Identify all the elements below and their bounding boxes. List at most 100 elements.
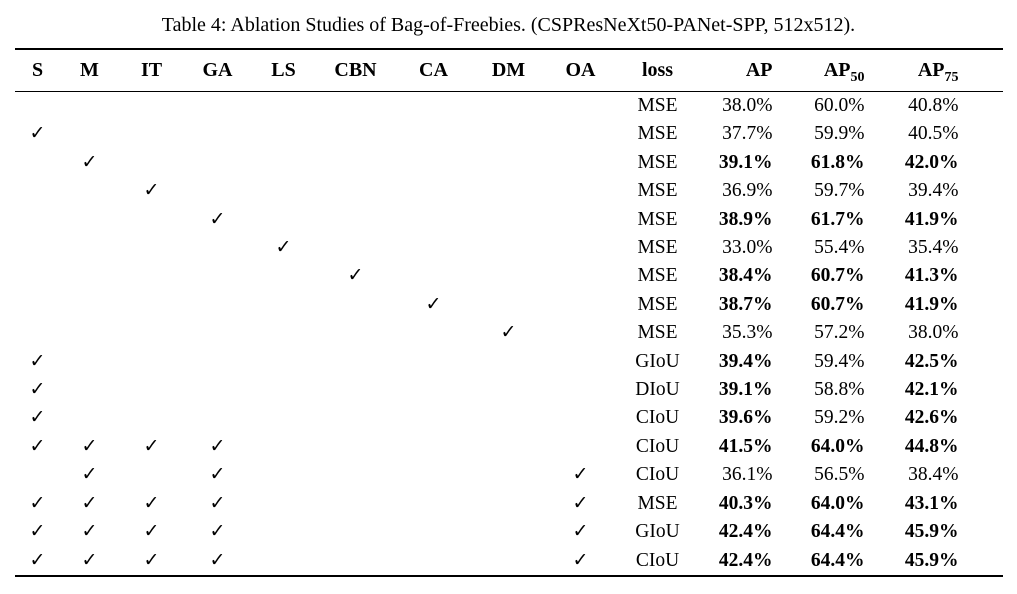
check-cell-ga — [185, 234, 251, 262]
check-icon: ✓ — [209, 208, 226, 230]
check-cell-dm — [473, 348, 545, 376]
check-cell-ca — [395, 433, 473, 461]
check-cell-ga — [185, 262, 251, 290]
table-row: ✓ MSE 38.9% 61.7% 41.9% — [15, 206, 1003, 234]
loss-cell: MSE — [637, 265, 678, 287]
check-cell-s — [15, 92, 61, 121]
table-row: ✓ ✓ ✓ ✓ CIoU 41.5% 64.0% 44.8% — [15, 433, 1003, 461]
ap-cell: 40.3% — [718, 492, 773, 514]
table-row: MSE 38.0% 60.0% 40.8% — [15, 92, 1003, 121]
check-cell-ga: ✓ — [185, 490, 251, 518]
check-cell-cbn — [317, 234, 395, 262]
header-row: S M IT GA LS CBN CA DM OA loss AP AP50 A… — [14, 49, 1003, 92]
check-cell-m — [61, 120, 119, 148]
table-row: ✓ MSE 38.4% 60.7% 41.3% — [15, 262, 1003, 290]
check-icon: ✓ — [425, 293, 442, 315]
check-cell-cbn — [317, 518, 395, 546]
check-cell-dm — [473, 234, 545, 262]
ap-cell: 39.4% — [718, 350, 773, 372]
col-header-ga: GA — [184, 49, 251, 92]
check-icon: ✓ — [572, 549, 589, 571]
check-cell-m — [61, 376, 119, 404]
check-cell-ls — [251, 518, 317, 546]
col-header-ls: LS — [250, 49, 317, 92]
check-cell-ls — [251, 319, 317, 347]
check-cell-cbn — [317, 319, 395, 347]
check-cell-ga — [185, 92, 251, 121]
check-cell-cbn — [317, 291, 395, 319]
check-cell-s — [15, 149, 61, 177]
check-cell-s: ✓ — [15, 433, 61, 461]
ap50-cell: 64.4% — [810, 521, 865, 543]
check-cell-cbn — [317, 206, 395, 234]
check-cell-m — [61, 319, 119, 347]
check-cell-it — [119, 291, 185, 319]
ap50-cell: 60.0% — [814, 95, 865, 116]
check-cell-ga — [185, 376, 251, 404]
check-cell-ls — [251, 177, 317, 205]
ap50-cell: 60.7% — [810, 265, 865, 287]
check-cell-s: ✓ — [15, 348, 61, 376]
loss-cell: MSE — [637, 151, 678, 173]
check-cell-oa — [545, 120, 617, 148]
ap50-cell: 59.4% — [814, 350, 865, 372]
ap-cell: 38.4% — [718, 265, 773, 287]
check-cell-cbn — [317, 461, 395, 489]
table-row: ✓ ✓ ✓ ✓ ✓ MSE 40.3% 64.0% 43.1% — [15, 490, 1003, 518]
ap75-cell: 38.0% — [908, 322, 959, 344]
check-cell-m — [61, 404, 119, 432]
check-cell-ca — [395, 234, 473, 262]
ap75-cell: 45.9% — [904, 549, 959, 571]
check-cell-m: ✓ — [61, 433, 119, 461]
check-cell-m — [61, 206, 119, 234]
table-row: ✓ CIoU 39.6% 59.2% 42.6% — [15, 404, 1003, 432]
check-cell-cbn — [317, 547, 395, 576]
check-icon: ✓ — [143, 521, 160, 543]
check-cell-s: ✓ — [15, 518, 61, 546]
check-cell-it — [119, 92, 185, 121]
check-icon: ✓ — [81, 549, 98, 571]
ap75-cell: 42.0% — [904, 151, 959, 173]
check-icon: ✓ — [500, 322, 517, 344]
check-cell-ls — [251, 262, 317, 290]
ap50-cell: 59.9% — [814, 123, 865, 145]
ap75-cell: 44.8% — [904, 435, 959, 457]
check-icon: ✓ — [143, 435, 160, 457]
check-cell-cbn — [317, 376, 395, 404]
check-cell-ga — [185, 120, 251, 148]
check-cell-dm — [473, 291, 545, 319]
table-row: ✓ MSE 35.3% 57.2% 38.0% — [15, 319, 1003, 347]
table-row: ✓ GIoU 39.4% 59.4% 42.5% — [15, 348, 1003, 376]
ap50-cell: 64.0% — [810, 492, 865, 514]
ap75-cell: 42.5% — [904, 350, 959, 372]
ap50-cell: 59.2% — [814, 407, 865, 429]
check-cell-ls — [251, 404, 317, 432]
table-row: ✓ ✓ ✓ ✓ ✓ CIoU 42.4% 64.4% 45.9% — [15, 547, 1003, 576]
table-row: ✓ MSE 33.0% 55.4% 35.4% — [15, 234, 1003, 262]
check-cell-m — [61, 262, 119, 290]
check-cell-m — [61, 177, 119, 205]
col-header-ap50: AP50 — [780, 49, 873, 92]
check-cell-ls — [251, 291, 317, 319]
check-cell-ca — [395, 92, 473, 121]
loss-cell: CIoU — [635, 435, 680, 457]
check-cell-it: ✓ — [119, 177, 185, 205]
check-icon: ✓ — [209, 492, 226, 514]
check-cell-ca — [395, 547, 473, 576]
check-cell-m — [61, 234, 119, 262]
check-cell-ga: ✓ — [185, 433, 251, 461]
check-cell-ls: ✓ — [251, 234, 317, 262]
check-cell-s — [15, 206, 61, 234]
check-cell-ls — [251, 206, 317, 234]
check-icon: ✓ — [572, 521, 589, 543]
table-row: ✓ MSE 36.9% 59.7% 39.4% — [15, 177, 1003, 205]
table-header: S M IT GA LS CBN CA DM OA loss AP AP50 A… — [14, 49, 1003, 92]
check-cell-dm — [473, 404, 545, 432]
check-cell-ca — [395, 177, 473, 205]
ap-cell: 36.1% — [722, 464, 773, 486]
check-icon: ✓ — [572, 492, 589, 514]
loss-cell: MSE — [637, 180, 678, 202]
check-cell-it — [119, 120, 185, 148]
check-icon: ✓ — [209, 521, 226, 543]
